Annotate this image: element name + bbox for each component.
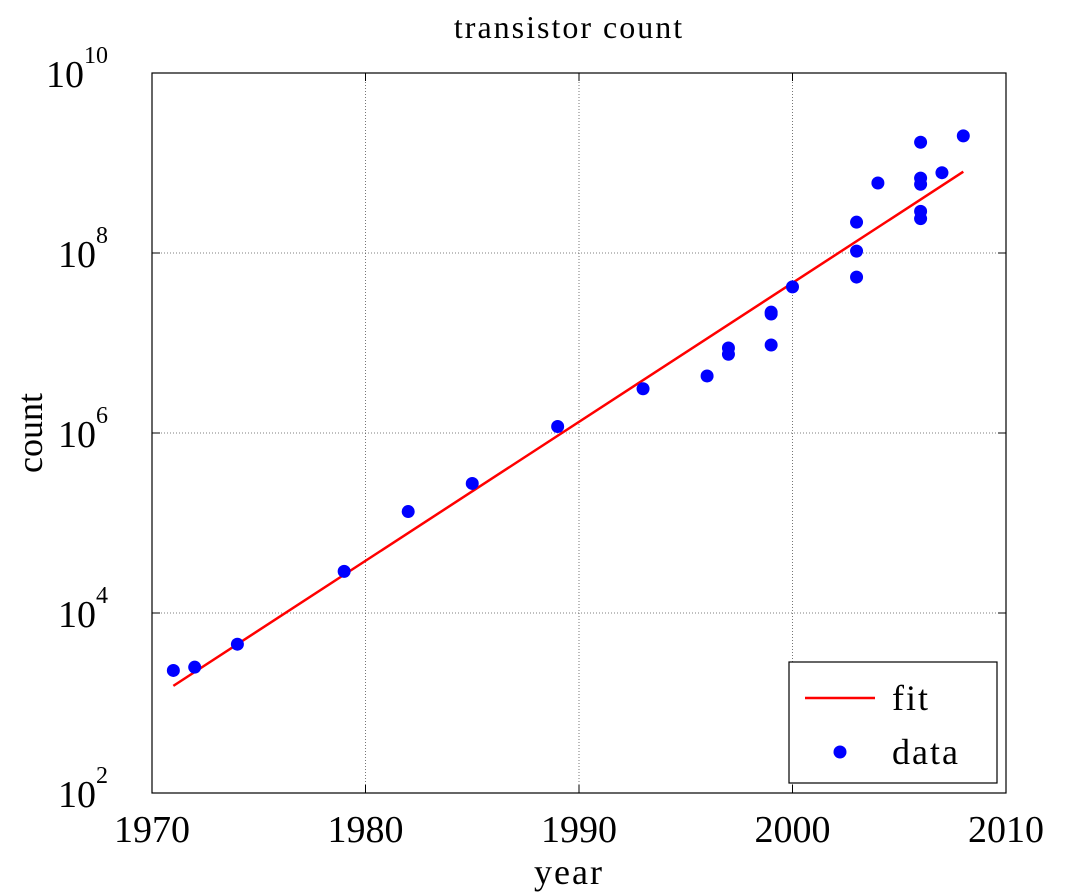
legend-dot	[833, 745, 847, 759]
x-tick-label: 2000	[755, 809, 831, 851]
y-axis-label: count	[10, 393, 50, 473]
y-tick-base: 10	[58, 594, 96, 636]
y-tick-label: 108	[58, 223, 108, 276]
data-point	[935, 166, 949, 180]
data-point	[871, 176, 885, 190]
y-tick-base: 10	[58, 234, 96, 276]
legend-box	[788, 661, 998, 784]
y-tick-exponent: 2	[96, 763, 108, 789]
data-point	[956, 129, 970, 143]
data-point	[764, 305, 778, 319]
data-point	[850, 270, 864, 284]
data-point	[850, 215, 864, 229]
data-point	[188, 660, 202, 674]
y-tick-base: 10	[58, 774, 96, 816]
data-point	[850, 244, 864, 258]
y-tick-exponent: 6	[96, 403, 108, 429]
x-tick-label: 2010	[968, 809, 1044, 851]
data-point	[914, 212, 928, 226]
legend: fit data	[788, 661, 998, 784]
data-point	[914, 135, 928, 149]
x-tick-label: 1990	[541, 809, 617, 851]
legend-label: fit	[892, 678, 930, 718]
data-point	[551, 420, 565, 434]
data-point	[721, 341, 735, 355]
y-tick-exponent: 8	[96, 223, 108, 249]
x-axis-label: year	[534, 852, 604, 892]
axes-frame	[151, 72, 1007, 794]
y-tick-base: 10	[58, 414, 96, 456]
data-point	[764, 338, 778, 352]
data-point	[636, 382, 650, 396]
marks	[166, 129, 970, 687]
data-point	[465, 476, 479, 490]
y-tick-label: 106	[58, 403, 108, 456]
data-point	[914, 177, 928, 191]
y-tick-base: 10	[46, 54, 84, 96]
y-tick-label: 104	[58, 583, 108, 636]
data-point	[230, 637, 244, 651]
x-tick-label: 1970	[114, 809, 190, 851]
legend-label: data	[892, 732, 960, 772]
data-point	[337, 564, 351, 578]
fit-line	[172, 170, 964, 687]
chart-title: transistor count	[454, 9, 684, 45]
data-point	[786, 280, 799, 294]
y-tick-exponent: 4	[96, 583, 108, 609]
data-point	[401, 505, 415, 519]
data-point	[166, 663, 180, 677]
data-point	[700, 369, 714, 383]
y-tick-label: 102	[58, 763, 108, 816]
y-tick-exponent: 10	[84, 43, 108, 69]
y-tick-label: 1010	[46, 43, 108, 96]
x-tick-label: 1980	[328, 809, 404, 851]
